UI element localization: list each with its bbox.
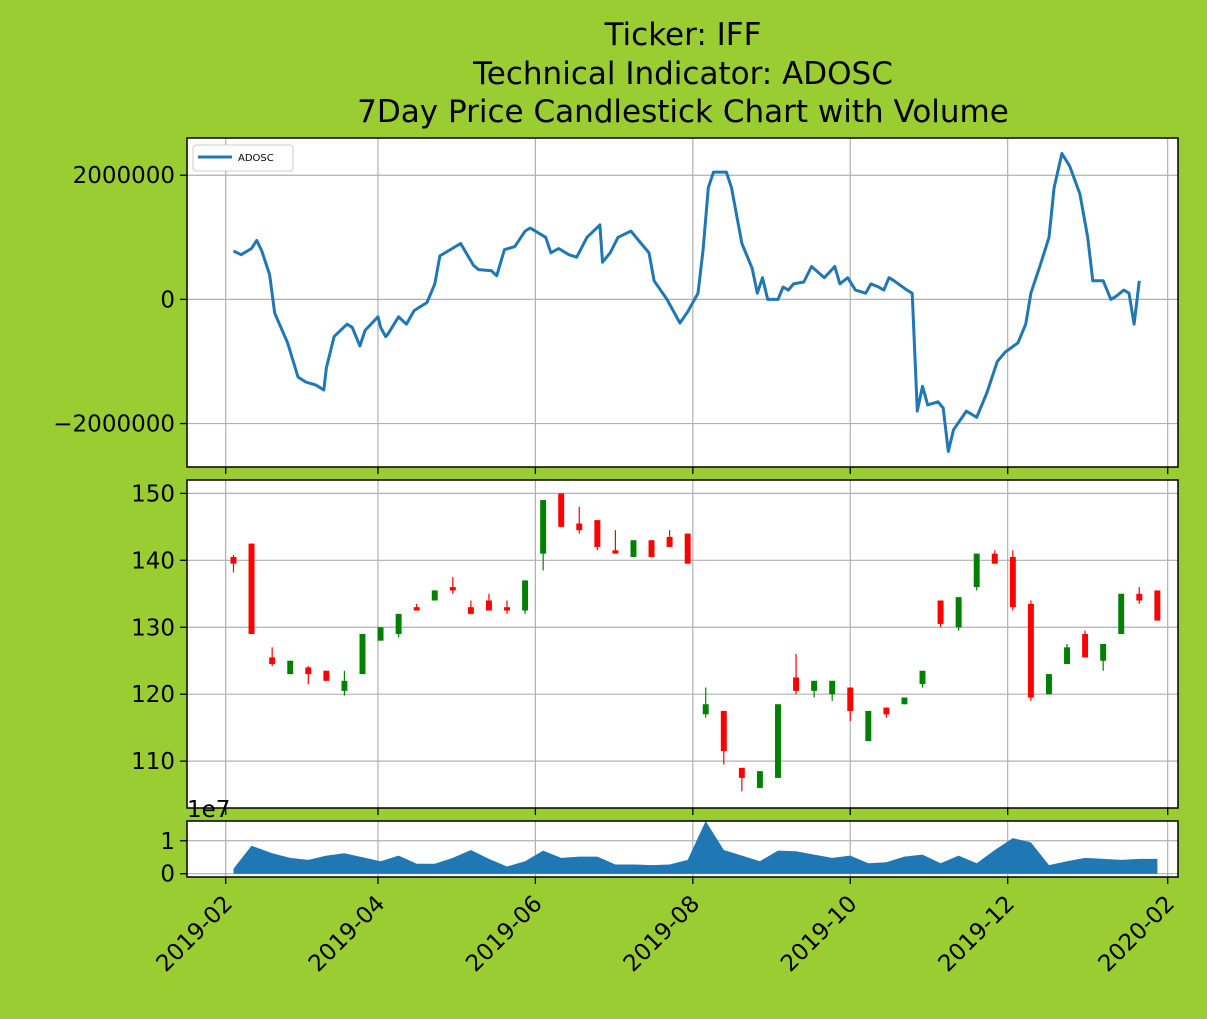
candle-body-up [775,704,781,778]
candle-body-down [1082,633,1089,658]
indicator-panel: 2000000 0 −2000000 ADOSC [53,137,1179,474]
candle-body-up [865,710,872,742]
title-line-3: 7Day Price Candlestick Chart with Volume [357,94,1009,130]
candle-body-up [377,627,384,641]
candle-body-up [901,697,908,705]
candle-body-up [395,613,402,634]
candle-body-down [1136,593,1143,601]
candle-body-down [485,600,492,611]
candle-body-down [413,607,420,611]
candlestick-y-tick-label: 120 [131,682,175,708]
candle-body-down [1009,556,1016,608]
title-line-2: Technical Indicator: ADOSC [472,56,893,92]
candle-body-down [230,556,237,564]
legend-box [192,144,294,172]
candle-body-down [937,600,944,624]
candle-body-up [359,633,366,675]
candle-body-down [793,677,800,691]
legend-label-adosc: ADOSC [238,153,274,164]
candle-body-up [431,590,438,601]
candle-body-down [504,607,510,611]
candle-body-up [341,680,348,691]
candle-body-down [684,533,691,564]
candle-body-down [576,523,583,531]
candle-body-up [287,660,294,675]
candle-body-down [248,543,255,634]
candle-body-up [1118,593,1125,634]
candle-body-down [847,687,854,711]
candle-body-up [919,670,926,685]
candle-body-down [558,493,565,527]
candle-body-up [702,704,709,715]
indicator-border [186,137,1179,468]
candle-body-down [648,540,655,557]
candle-body-up [1045,674,1052,695]
volume-offset-label: 1e7 [187,797,230,823]
candle-body-up [630,540,637,557]
candle-body-down [449,587,456,591]
candle-body-up [1100,644,1107,661]
indicator-y-tick-label: 2000000 [73,163,175,189]
volume-border [186,820,1179,878]
candle-body-down [883,707,890,715]
candle-body-up [540,500,547,554]
candlestick-y-tick-label: 130 [131,615,175,641]
candle-body-up [522,580,529,611]
indicator-y-tick-label: −2000000 [53,412,175,438]
candlestick-panel: 110 120 130 140 150 [131,479,1179,815]
indicator-plot-area [187,138,1178,467]
candle-body-down [305,667,312,675]
candle-body-down [612,550,619,554]
volume-panel: 0 1 1e7 [160,797,1179,888]
indicator-y-tick-label: 0 [160,287,175,313]
candle-body-up [756,771,763,788]
candle-body-up [973,553,980,588]
candle-body-up [955,597,962,628]
candle-body-up [829,680,836,695]
candlestick-y-tick-label: 150 [131,481,175,507]
title-line-1: Ticker: IFF [604,17,762,53]
candlestick-plot-area [187,480,1178,808]
candle-body-down [467,607,474,614]
candlestick-border [186,479,1179,809]
candle-body-up [1064,647,1070,665]
candle-body-down [666,536,673,547]
candle-body-down [1154,590,1161,621]
candle-body-down [738,767,745,778]
volume-y-tick-label: 0 [160,862,175,888]
candle-body-down [720,710,727,752]
volume-area [233,821,1158,874]
adosc-series-line [232,152,1141,453]
candle-body-down [269,657,276,665]
candle-body-down [594,520,601,547]
candlestick-y-tick-label: 140 [131,548,175,574]
candle-body-down [991,553,998,564]
candlestick-y-tick-label: 110 [131,749,175,775]
candle-body-down [323,670,330,681]
candle-body-up [811,680,818,691]
volume-y-tick-label: 1 [160,829,175,855]
candle-body-down [1027,603,1034,698]
